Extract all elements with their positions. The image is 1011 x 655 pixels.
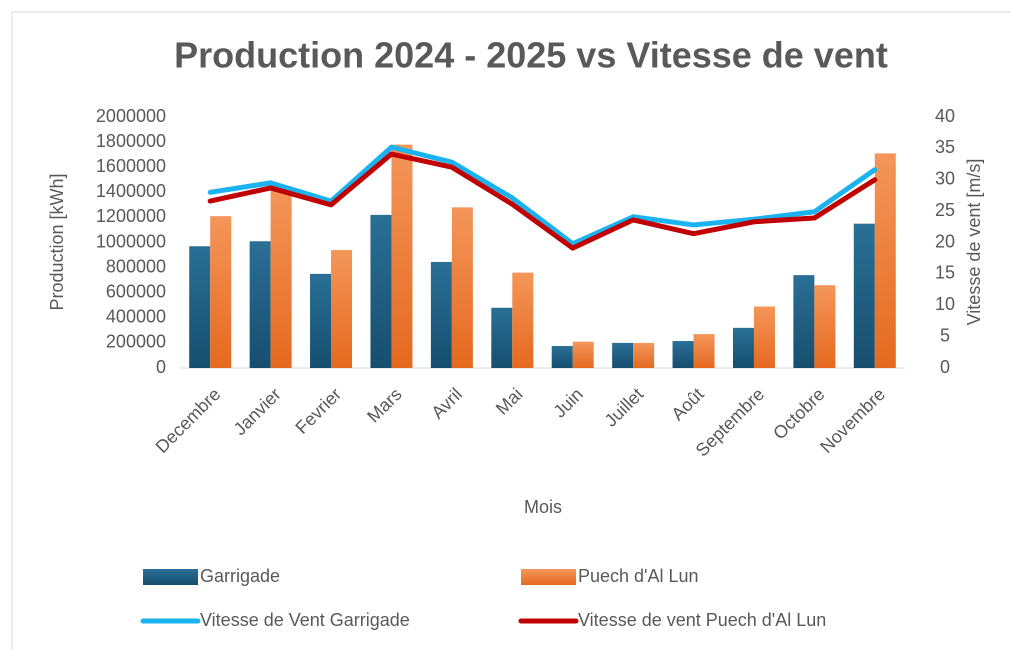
y2-tick-label: 15	[935, 263, 955, 283]
bar	[814, 285, 836, 368]
y2-tick-label: 30	[935, 169, 955, 189]
bar	[430, 261, 452, 368]
y-tick-label: 1200000	[96, 206, 166, 226]
x-axis-title: Mois	[524, 497, 562, 517]
y2-tick-label: 40	[935, 106, 955, 126]
bar	[793, 275, 815, 368]
bar	[753, 306, 775, 368]
bar	[633, 342, 655, 368]
bar	[189, 246, 211, 368]
y-tick-label: 0	[156, 357, 166, 377]
bar	[732, 327, 754, 368]
y2-tick-label: 10	[935, 294, 955, 314]
bar	[391, 144, 413, 368]
legend-label: Vitesse de Vent Garrigade	[200, 610, 410, 630]
y-tick-label: 1400000	[96, 181, 166, 201]
line-series	[207, 144, 878, 247]
bar	[270, 186, 292, 368]
y2-tick-label: 25	[935, 200, 955, 220]
bar	[310, 273, 332, 368]
bar	[612, 342, 634, 368]
bar	[512, 272, 534, 368]
y-tick-label: 1800000	[96, 131, 166, 151]
bar	[210, 216, 232, 368]
y2-tick-label: 0	[940, 357, 950, 377]
y2-tick-label: 20	[935, 231, 955, 251]
bar	[853, 223, 875, 368]
y2-axis-title: Vitesse de vent [m/s]	[964, 159, 984, 326]
bar	[572, 341, 594, 368]
y-tick-label: 600000	[106, 281, 166, 301]
bar	[672, 341, 694, 368]
bar	[451, 207, 473, 368]
y-tick-label: 200000	[106, 332, 166, 352]
chart-title: Production 2024 - 2025 vs Vitesse de ven…	[174, 35, 888, 76]
y-tick-label: 2000000	[96, 106, 166, 126]
bar	[693, 334, 715, 368]
line-series	[207, 151, 878, 251]
bar	[551, 346, 573, 368]
y2-tick-label: 35	[935, 137, 955, 157]
bar	[874, 153, 896, 368]
y-tick-label: 1600000	[96, 156, 166, 176]
y-tick-label: 800000	[106, 256, 166, 276]
bar	[370, 214, 392, 368]
y-tick-label: 1000000	[96, 231, 166, 251]
y2-tick-label: 5	[940, 325, 950, 345]
bar	[331, 250, 353, 368]
legend-swatch	[521, 569, 576, 585]
bar	[491, 307, 513, 368]
y-tick-label: 400000	[106, 307, 166, 327]
legend-label: Garrigade	[200, 566, 280, 586]
legend-swatch	[143, 569, 198, 585]
legend-label: Vitesse de vent Puech d'Al Lun	[578, 610, 826, 630]
legend-label: Puech d'Al Lun	[578, 566, 699, 586]
y-axis-title: Production [kWh]	[47, 173, 67, 310]
bar	[249, 241, 271, 368]
